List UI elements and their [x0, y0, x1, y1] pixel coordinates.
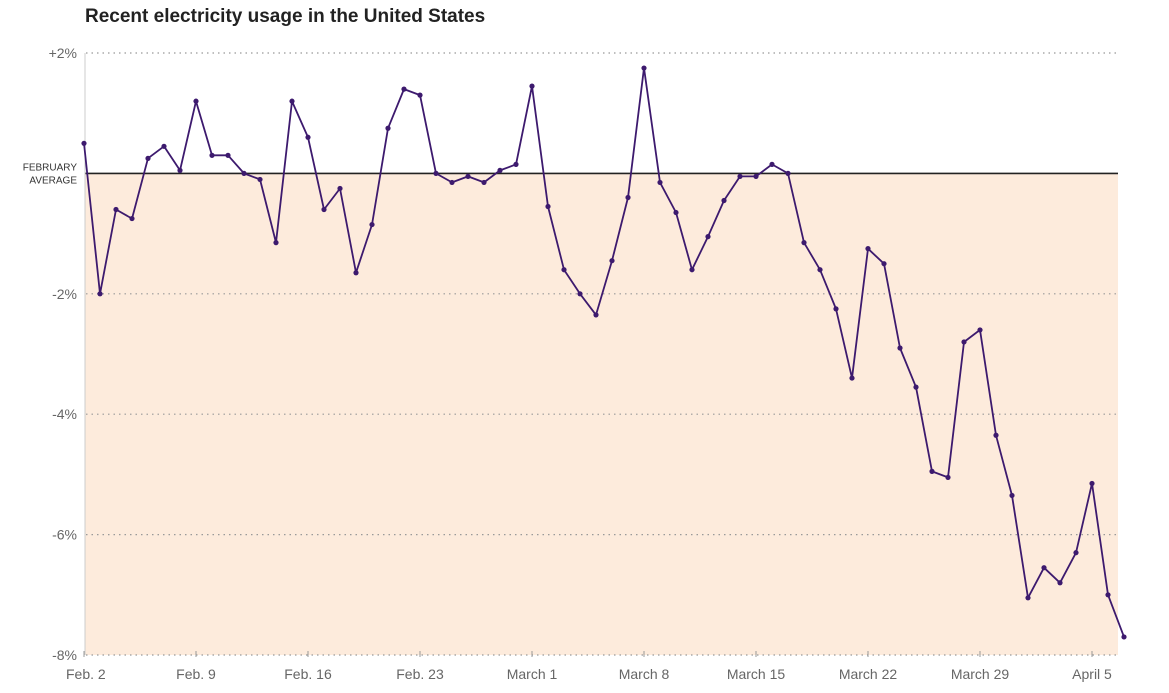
- reference-label: AVERAGE: [29, 175, 77, 186]
- data-point: [593, 312, 599, 318]
- data-point: [353, 270, 359, 276]
- x-tick-label: Feb. 23: [396, 666, 444, 682]
- x-tick-label: Feb. 9: [176, 666, 216, 682]
- data-point: [1057, 580, 1063, 586]
- data-point: [961, 339, 967, 345]
- data-point: [1121, 634, 1127, 640]
- data-point: [913, 384, 919, 390]
- data-point: [785, 170, 791, 176]
- below-average-shading: [85, 173, 1118, 655]
- data-point: [561, 267, 567, 273]
- data-point: [481, 179, 487, 186]
- data-point: [689, 267, 695, 273]
- data-point: [1105, 592, 1111, 598]
- data-point: [625, 194, 631, 201]
- data-point: [289, 98, 295, 104]
- data-series: [81, 65, 1127, 640]
- data-point: [209, 152, 215, 158]
- data-point: [513, 161, 519, 167]
- data-point: [673, 209, 679, 216]
- data-point: [721, 197, 727, 204]
- data-point: [833, 306, 839, 312]
- data-point: [161, 143, 167, 149]
- data-point: [705, 234, 711, 240]
- data-point: [145, 155, 151, 161]
- data-point: [1041, 565, 1047, 571]
- y-axis: +2% -2% -4% -6% -8%: [49, 45, 77, 663]
- y-tick-label: +2%: [49, 45, 77, 61]
- y-tick-label: -6%: [52, 527, 77, 543]
- data-point: [609, 258, 615, 264]
- data-point: [241, 170, 247, 176]
- data-point: [737, 173, 743, 180]
- chart-title: Recent electricity usage in the United S…: [85, 6, 486, 27]
- data-point: [177, 167, 183, 173]
- reference-label: FEBRUARY: [23, 162, 78, 173]
- x-tick-label: March 29: [951, 666, 1010, 682]
- data-point: [1025, 595, 1031, 601]
- data-point: [417, 92, 423, 98]
- data-point: [769, 161, 775, 167]
- data-point: [577, 291, 583, 297]
- x-tick-label: April 5: [1072, 666, 1112, 682]
- x-tick-label: Feb. 2: [66, 666, 106, 682]
- data-point: [81, 140, 87, 146]
- grid-lines: [86, 52, 1118, 656]
- data-point: [497, 167, 503, 173]
- data-point: [977, 327, 983, 333]
- data-point: [1009, 492, 1015, 499]
- x-tick-label: March 22: [839, 666, 898, 682]
- x-tick-label: March 8: [619, 666, 670, 682]
- x-tick-label: March 1: [507, 666, 558, 682]
- data-point: [641, 65, 647, 71]
- data-point: [321, 206, 327, 213]
- data-point: [129, 215, 135, 222]
- data-point: [305, 134, 311, 140]
- data-point: [225, 152, 231, 158]
- series-line: [83, 67, 1125, 638]
- data-point: [273, 240, 279, 246]
- data-point: [545, 203, 551, 210]
- data-point: [993, 432, 999, 438]
- data-point: [337, 185, 343, 192]
- data-point: [897, 345, 903, 351]
- data-point: [433, 170, 439, 176]
- data-point: [657, 179, 663, 186]
- data-point: [465, 173, 471, 180]
- data-point: [401, 86, 407, 92]
- data-point: [801, 240, 807, 246]
- data-point: [113, 206, 119, 213]
- data-point: [1073, 550, 1079, 556]
- x-tick-label: March 15: [727, 666, 786, 682]
- data-point: [449, 179, 455, 186]
- data-point: [193, 98, 199, 104]
- data-point: [257, 176, 263, 183]
- data-point: [385, 125, 391, 131]
- data-point: [849, 375, 855, 381]
- data-point: [1089, 480, 1095, 487]
- x-tick-label: Feb. 16: [284, 666, 332, 682]
- data-point: [369, 221, 375, 228]
- data-point: [929, 468, 935, 474]
- data-point: [945, 474, 951, 481]
- shaded-area: [85, 173, 1118, 655]
- data-point: [529, 83, 535, 89]
- data-point: [881, 261, 887, 267]
- data-point: [97, 291, 103, 297]
- data-point: [817, 267, 823, 273]
- y-tick-label: -8%: [52, 647, 77, 663]
- february-average-line: FEBRUARY AVERAGE: [23, 162, 1118, 186]
- data-point: [865, 246, 871, 252]
- data-point: [753, 173, 759, 180]
- y-tick-label: -4%: [52, 406, 77, 422]
- y-tick-label: -2%: [52, 286, 77, 302]
